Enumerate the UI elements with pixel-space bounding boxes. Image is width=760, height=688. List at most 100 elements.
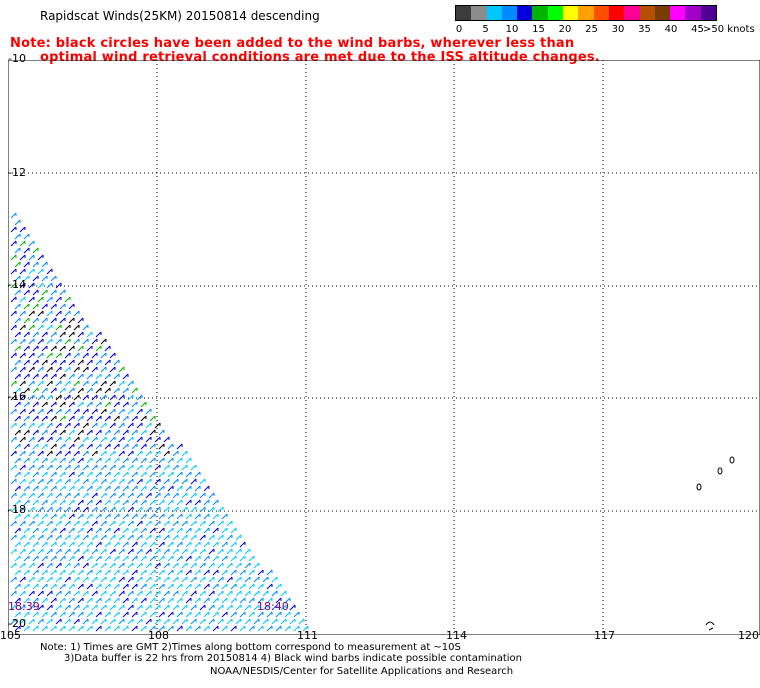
wind-barb [10, 562, 17, 569]
wind-barb [64, 520, 71, 527]
wind-barb [118, 366, 125, 373]
wind-barb [55, 310, 62, 317]
wind-barb [77, 625, 84, 632]
wind-barb [73, 534, 80, 541]
wind-barb [73, 352, 80, 359]
wind-barb [14, 625, 21, 632]
wind-barb [212, 583, 219, 590]
wind-barb [113, 569, 120, 576]
wind-barb [46, 296, 53, 303]
lat-label-10: -10 [8, 52, 26, 65]
wind-barb [59, 387, 66, 394]
wind-barb [122, 443, 129, 450]
flagged-barb-mark [705, 621, 715, 631]
lon-label-105: 105 [0, 629, 21, 642]
wind-barb [82, 380, 89, 387]
wind-barb [19, 478, 26, 485]
wind-barb [10, 590, 17, 597]
lon-label-120: 120 [738, 629, 759, 642]
wind-barb [95, 625, 102, 632]
wind-barb [194, 625, 201, 632]
wind-barb [145, 534, 152, 541]
wind-barb [266, 597, 273, 604]
wind-barb [203, 597, 210, 604]
wind-barb [230, 569, 237, 576]
wind-barb [113, 373, 120, 380]
wind-barb [64, 604, 71, 611]
wind-barb [37, 478, 44, 485]
wind-barb [32, 625, 39, 632]
wind-barb [10, 450, 17, 457]
wind-barb [253, 562, 260, 569]
wind-barb [86, 555, 93, 562]
wind-barb [68, 485, 75, 492]
wind-barb [91, 450, 98, 457]
wind-barb [86, 331, 93, 338]
wind-barb [14, 261, 21, 268]
legend-swatch-14 [670, 6, 686, 20]
wind-barb [59, 583, 66, 590]
wind-barb [46, 562, 53, 569]
wind-barb [50, 387, 57, 394]
wind-barb [73, 506, 80, 513]
wind-barb [86, 359, 93, 366]
wind-barb [122, 555, 129, 562]
wind-barb [136, 436, 143, 443]
wind-barb [172, 562, 179, 569]
wind-barb [64, 590, 71, 597]
wind-barb [109, 618, 116, 625]
wind-barb [199, 534, 206, 541]
legend-swatch-7 [563, 6, 579, 20]
wind-barb [59, 457, 66, 464]
wind-barb [73, 450, 80, 457]
wind-barb [230, 555, 237, 562]
wind-barb [91, 576, 98, 583]
wind-barb [14, 457, 21, 464]
swath-time-right: 18:40 [257, 600, 289, 613]
wind-barb [212, 513, 219, 520]
wind-barb [32, 247, 39, 254]
wind-barb [10, 380, 17, 387]
wind-barb [37, 506, 44, 513]
wind-barb [104, 597, 111, 604]
wind-barb [136, 506, 143, 513]
wind-barb [172, 492, 179, 499]
lon-label-117: 117 [594, 629, 615, 642]
wind-barb [199, 478, 206, 485]
wind-barb [64, 366, 71, 373]
wind-barb [109, 394, 116, 401]
wind-barb [32, 331, 39, 338]
wind-barb [194, 569, 201, 576]
wind-barb [41, 303, 48, 310]
wind-barb [91, 604, 98, 611]
wind-barb [109, 408, 116, 415]
wind-barb [136, 422, 143, 429]
wind-barb [154, 534, 161, 541]
wind-barb [23, 401, 30, 408]
wind-barb [23, 261, 30, 268]
wind-barb [104, 373, 111, 380]
wind-barb [10, 422, 17, 429]
wind-barb [23, 597, 30, 604]
wind-barb [10, 534, 17, 541]
wind-barb [10, 268, 17, 275]
wind-barb [212, 555, 219, 562]
wind-barb [199, 618, 206, 625]
wind-barb [46, 464, 53, 471]
wind-barb [19, 450, 26, 457]
wind-barb [122, 499, 129, 506]
wind-barb [113, 513, 120, 520]
wind-barb [59, 401, 66, 408]
wind-barb [68, 625, 75, 632]
wind-barb [122, 527, 129, 534]
wind-barb [104, 541, 111, 548]
wind-barb [172, 618, 179, 625]
wind-barb [19, 464, 26, 471]
wind-barb [82, 338, 89, 345]
wind-barb [199, 562, 206, 569]
wind-barb [131, 429, 138, 436]
flagged-barbs [696, 456, 735, 631]
wind-barb [208, 604, 215, 611]
wind-barb [14, 429, 21, 436]
wind-barb [10, 366, 17, 373]
